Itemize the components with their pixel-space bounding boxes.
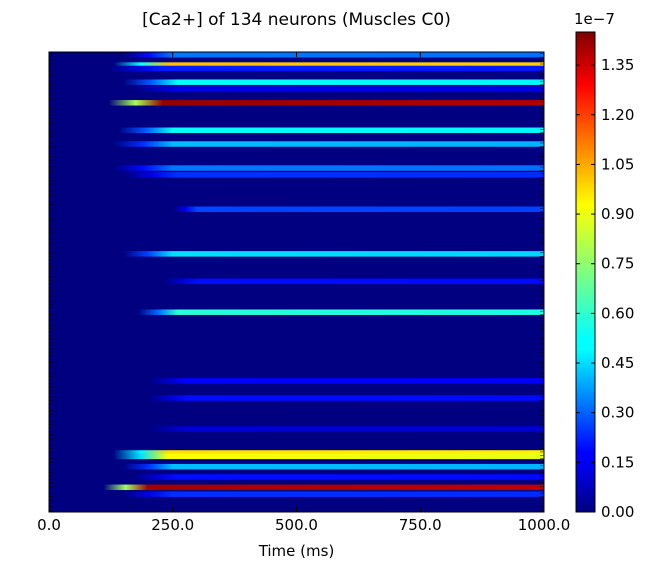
colorbar-tick-label: 1.35 (601, 56, 634, 74)
heatmap-row (49, 100, 544, 106)
chart-title: [Ca2+] of 134 neurons (Muscles C0) (142, 10, 451, 30)
heatmap-cells (49, 52, 544, 512)
heatmap-row (49, 309, 544, 315)
heatmap-row (49, 426, 544, 432)
heatmap-row (49, 172, 544, 178)
x-tick-label: 500.0 (275, 516, 318, 534)
heatmap-row (49, 474, 544, 480)
heatmap-row (49, 127, 544, 134)
colorbar-tick-label: 1.20 (601, 106, 634, 124)
colorbar-exponent-label: 1e−7 (574, 10, 615, 28)
heatmap-row (49, 65, 544, 72)
heatmap-row (49, 463, 544, 470)
x-tick-label: 250.0 (151, 516, 194, 534)
heatmap-row (49, 484, 544, 491)
colorbar-tick-label: 0.15 (601, 453, 634, 471)
x-tick-label: 750.0 (399, 516, 442, 534)
colorbar-tick-label: 1.05 (601, 155, 634, 173)
heatmap-row (49, 62, 544, 68)
heatmap-row (49, 491, 544, 497)
heatmap-row (49, 378, 544, 384)
heatmap-row (49, 450, 544, 456)
colorbar (576, 32, 595, 512)
colorbar-tick-label: 0.45 (601, 354, 634, 372)
colorbar-frame (575, 31, 596, 513)
heatmap-row (49, 79, 544, 85)
colorbar-tick-label: 0.75 (601, 255, 634, 273)
heatmap-row (49, 278, 544, 285)
heatmap-row (49, 206, 544, 212)
heatmap-row (49, 141, 544, 147)
heatmap-row (49, 453, 544, 460)
x-tick-label: 0.0 (37, 516, 61, 534)
colorbar-tick-label: 0.60 (601, 304, 634, 322)
heatmap-row (49, 395, 544, 401)
x-tick-label: 1000.0 (518, 516, 571, 534)
x-axis-label: Time (ms) (258, 542, 335, 560)
heatmap-row (49, 165, 544, 171)
colorbar-tick-label: 0.00 (601, 503, 634, 521)
colorbar-tick-label: 0.30 (601, 404, 634, 422)
colorbar-tick-label: 0.90 (601, 205, 634, 223)
heatmap-row (49, 251, 544, 257)
heatmap-row (49, 86, 544, 92)
